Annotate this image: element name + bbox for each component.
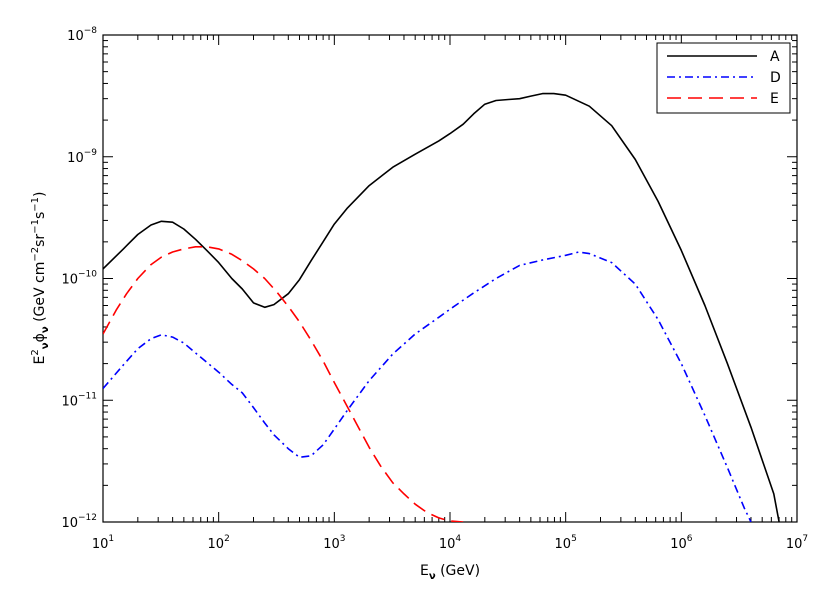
y-tick-label: 10−10 [61,270,97,288]
x-tick-label: 103 [323,534,345,552]
x-tick-labels: 101 102 103 104 105 106 107 [92,534,808,552]
y-tick-label: 10−8 [67,26,97,44]
x-tick-label: 107 [786,534,808,552]
legend: ADE [656,42,791,114]
series-lines [103,92,780,522]
legend-box [656,42,791,114]
y-tick-label: 10−9 [67,148,97,166]
legend-label-E: E [770,91,779,107]
x-tick-label: 106 [670,534,693,552]
series-line-A [103,92,780,522]
y-tick-label: 10−12 [61,513,97,531]
legend-label-D: D [770,70,781,86]
y-tick-labels: 10−12 10−11 10−10 10−9 10−8 [61,26,97,531]
axis-ticks [102,34,798,523]
x-tick-label: 104 [439,534,462,552]
x-tick-label: 101 [92,534,114,552]
x-axis-title: Eν (GeV) [420,563,480,582]
y-axis-title: E2νϕν (GeV cm−2sr−1s−1) [30,192,51,365]
x-tick-label: 102 [208,534,230,552]
x-tick-label: 105 [555,534,577,552]
series-line-E [103,246,464,522]
y-tick-label: 10−11 [61,391,97,409]
legend-label-A: A [770,49,780,65]
series-line-D [103,251,752,522]
